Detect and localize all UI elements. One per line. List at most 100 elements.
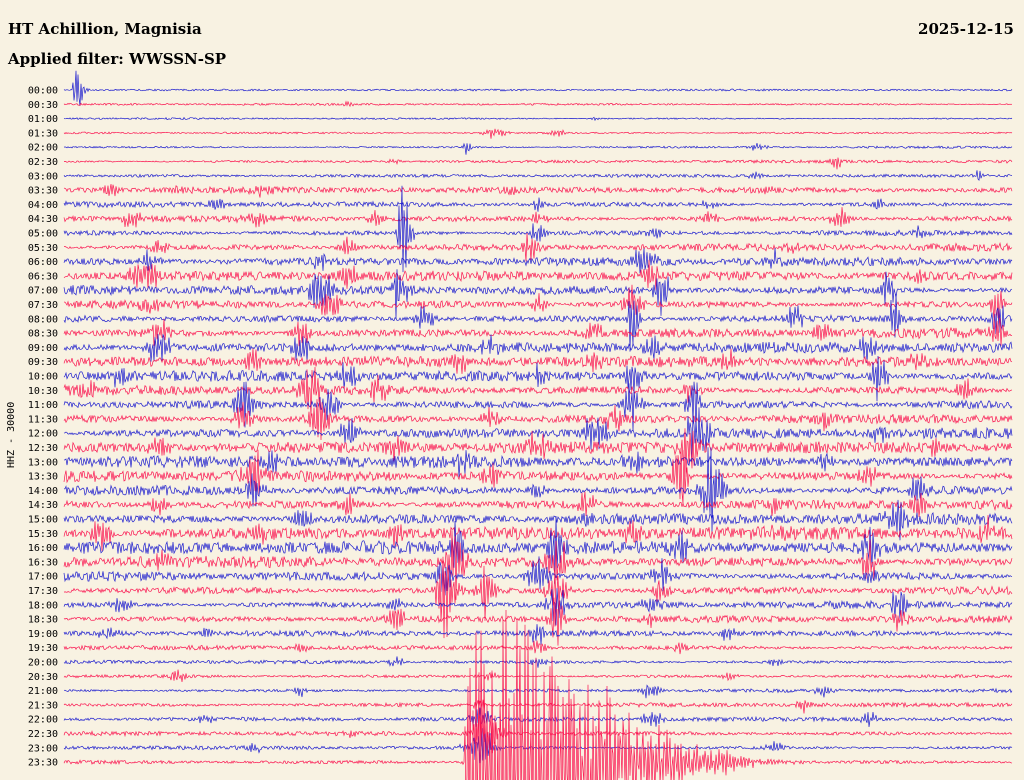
seismogram-trace-0300 bbox=[63, 170, 1013, 182]
time-label-1000: 10:00 bbox=[28, 372, 58, 383]
seismogram-trace-1030 bbox=[63, 366, 1013, 418]
time-label-1230: 12:30 bbox=[28, 443, 58, 454]
time-label-1730: 17:30 bbox=[28, 586, 58, 597]
seismogram-trace-0600 bbox=[63, 248, 1013, 274]
time-label-1830: 18:30 bbox=[28, 615, 58, 626]
seismogram-trace-1000 bbox=[63, 355, 1013, 402]
seismogram-trace-0700 bbox=[63, 269, 1013, 319]
seismogram-trace-2100 bbox=[63, 684, 1013, 699]
time-label-2100: 21:00 bbox=[28, 686, 58, 697]
seismogram-trace-2000 bbox=[63, 656, 1013, 668]
time-label-1400: 14:00 bbox=[28, 486, 58, 497]
seismogram-trace-1400 bbox=[63, 447, 1013, 534]
seismogram-trace-0130 bbox=[63, 128, 1013, 139]
seismogram-trace-1830 bbox=[63, 597, 1013, 646]
seismogram-trace-1700 bbox=[63, 556, 1013, 596]
seismogram-trace-0330 bbox=[63, 183, 1013, 198]
time-label-0230: 02:30 bbox=[28, 157, 58, 168]
time-label-1130: 11:30 bbox=[28, 414, 58, 425]
time-label-1500: 15:00 bbox=[28, 515, 58, 526]
time-label-0130: 01:30 bbox=[28, 128, 58, 139]
seismogram-trace-0900 bbox=[63, 333, 1013, 364]
time-label-0530: 05:30 bbox=[28, 243, 58, 254]
seismogram-trace-2230 bbox=[63, 706, 1013, 754]
station-title: HT Achillion, Magnisia bbox=[8, 20, 202, 38]
filter-label: Applied filter: WWSSN-SP bbox=[8, 50, 227, 68]
seismogram-trace-1430 bbox=[63, 491, 1013, 518]
time-label-1530: 15:30 bbox=[28, 529, 58, 540]
time-label-1930: 19:30 bbox=[28, 643, 58, 654]
seismogram-trace-2030 bbox=[63, 669, 1013, 683]
seismogram-trace-1900 bbox=[63, 624, 1013, 645]
seismogram-trace-2330 bbox=[63, 609, 1013, 780]
time-label-1430: 14:30 bbox=[28, 500, 58, 511]
time-label-2230: 22:30 bbox=[28, 729, 58, 740]
time-label-0300: 03:00 bbox=[28, 171, 58, 182]
time-label-1200: 12:00 bbox=[28, 429, 58, 440]
seismogram-trace-2300 bbox=[63, 728, 1013, 764]
time-label-1100: 11:00 bbox=[28, 400, 58, 411]
seismogram-trace-0830 bbox=[63, 317, 1013, 347]
seismogram-trace-0630 bbox=[63, 259, 1013, 291]
seismogram-trace-0930 bbox=[63, 348, 1013, 374]
time-label-0700: 07:00 bbox=[28, 286, 58, 297]
time-label-2330: 23:30 bbox=[28, 758, 58, 769]
time-label-0000: 00:00 bbox=[28, 86, 58, 97]
time-label-0600: 06:00 bbox=[28, 257, 58, 268]
time-label-1630: 16:30 bbox=[28, 557, 58, 568]
seismogram-trace-0500 bbox=[63, 185, 1013, 273]
time-label-2030: 20:30 bbox=[28, 672, 58, 683]
time-label-1900: 19:00 bbox=[28, 629, 58, 640]
seismogram-trace-2130 bbox=[63, 699, 1013, 714]
time-label-0500: 05:00 bbox=[28, 229, 58, 240]
time-label-0930: 09:30 bbox=[28, 357, 58, 368]
seismogram-trace-0730 bbox=[63, 284, 1013, 323]
time-label-0030: 00:30 bbox=[28, 100, 58, 111]
time-label-1600: 16:00 bbox=[28, 543, 58, 554]
seismogram-trace-1730 bbox=[63, 556, 1013, 639]
seismogram-trace-1930 bbox=[63, 640, 1013, 655]
seismogram-trace-0100 bbox=[63, 116, 1013, 122]
time-label-2130: 21:30 bbox=[28, 700, 58, 711]
time-label-1800: 18:00 bbox=[28, 600, 58, 611]
time-label-0330: 03:30 bbox=[28, 186, 58, 197]
time-label-0430: 04:30 bbox=[28, 214, 58, 225]
seismogram-trace-1330 bbox=[63, 447, 1013, 504]
time-label-2300: 23:00 bbox=[28, 743, 58, 754]
seismogram-trace-0430 bbox=[63, 207, 1013, 228]
seismogram-trace-0800 bbox=[63, 294, 1013, 352]
seismogram-trace-0230 bbox=[63, 157, 1013, 170]
seismogram-trace-0200 bbox=[63, 142, 1013, 155]
seismogram-trace-1800 bbox=[63, 588, 1013, 626]
time-label-1700: 17:00 bbox=[28, 572, 58, 583]
seismogram-trace-0030 bbox=[63, 100, 1013, 108]
time-label-0800: 08:00 bbox=[28, 314, 58, 325]
time-label-0830: 08:30 bbox=[28, 329, 58, 340]
seismogram-trace-1600 bbox=[63, 515, 1013, 584]
seismogram-trace-0530 bbox=[64, 232, 1013, 262]
time-label-2200: 22:00 bbox=[28, 715, 58, 726]
time-label-0730: 07:30 bbox=[28, 300, 58, 311]
time-label-0200: 02:00 bbox=[28, 143, 58, 154]
time-label-1030: 10:30 bbox=[28, 386, 58, 397]
time-label-0400: 04:00 bbox=[28, 200, 58, 211]
seismogram-trace-1130 bbox=[63, 399, 1013, 441]
seismogram-trace-1630 bbox=[63, 530, 1013, 600]
seismogram-trace-0000 bbox=[63, 70, 1013, 106]
seismogram-trace-0400 bbox=[63, 197, 1013, 212]
seismogram-trace-1500 bbox=[63, 499, 1013, 541]
time-label-1300: 13:00 bbox=[28, 457, 58, 468]
seismogram-trace-1300 bbox=[63, 450, 1013, 478]
seismogram-trace-1530 bbox=[63, 515, 1013, 551]
time-label-0630: 06:30 bbox=[28, 271, 58, 282]
time-label-0100: 01:00 bbox=[28, 114, 58, 125]
seismogram-trace-1200 bbox=[63, 407, 1013, 458]
plot-date: 2025-12-15 bbox=[918, 20, 1014, 38]
time-label-1330: 13:30 bbox=[28, 472, 58, 483]
seismogram-trace-1100 bbox=[63, 381, 1013, 433]
time-label-0900: 09:00 bbox=[28, 343, 58, 354]
seismogram-trace-1230 bbox=[63, 428, 1013, 477]
seismogram-trace-2200 bbox=[63, 707, 1013, 728]
time-label-2000: 20:00 bbox=[28, 658, 58, 669]
